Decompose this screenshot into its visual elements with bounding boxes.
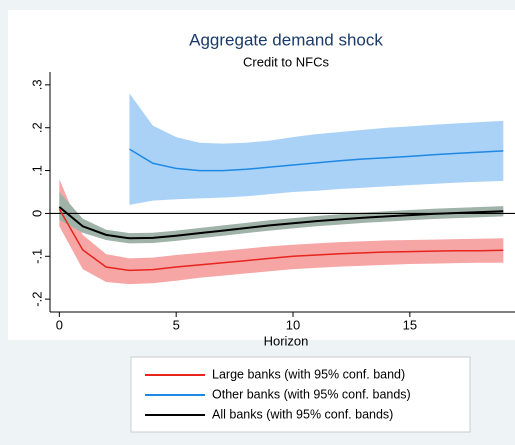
x-tick-label: 15 bbox=[403, 317, 417, 332]
chart-title: Aggregate demand shock bbox=[189, 30, 383, 49]
legend-label: Other banks (with 95% conf. bands) bbox=[212, 387, 411, 401]
legend-label: Large banks (with 95% conf. band) bbox=[212, 367, 405, 381]
legend-label: All banks (with 95% conf. bands) bbox=[212, 407, 393, 421]
y-tick-label: .3 bbox=[29, 79, 44, 90]
x-tick-label: 0 bbox=[56, 317, 63, 332]
confidence-band bbox=[129, 93, 504, 205]
y-tick-label: .1 bbox=[29, 165, 44, 176]
confidence-band bbox=[59, 192, 504, 244]
series-line bbox=[58, 206, 504, 240]
y-tick-label: 0 bbox=[29, 210, 44, 217]
x-axis-label: Horizon bbox=[264, 333, 309, 348]
y-tick-label: -.1 bbox=[29, 249, 44, 264]
series-line bbox=[129, 148, 504, 172]
chart-subtitle: Credit to NFCs bbox=[243, 54, 329, 69]
x-tick-label: 10 bbox=[286, 317, 300, 332]
y-tick-label: -.2 bbox=[29, 292, 44, 307]
series-line bbox=[58, 208, 504, 272]
x-tick-label: 5 bbox=[173, 317, 180, 332]
y-tick-label: .2 bbox=[29, 122, 44, 133]
confidence-band bbox=[59, 179, 504, 285]
